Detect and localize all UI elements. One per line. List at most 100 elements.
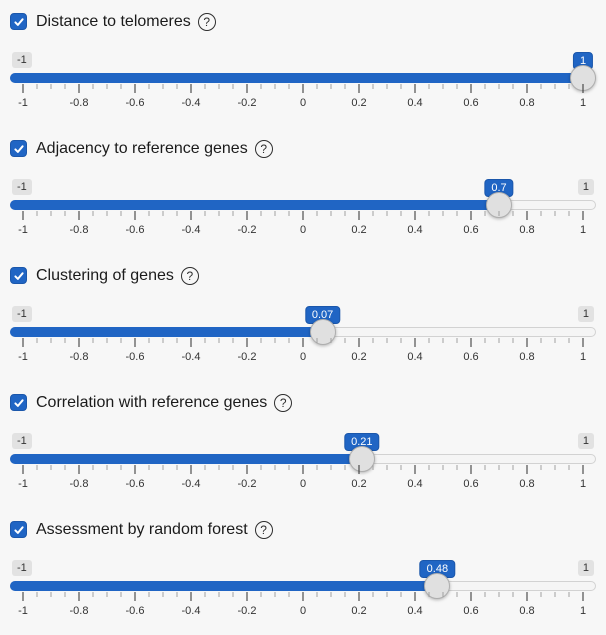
tick-label: -0.8 [69, 97, 89, 109]
slider-filled-bar[interactable] [10, 73, 583, 83]
tick-label: -0.2 [237, 351, 257, 363]
help-icon[interactable]: ? [197, 12, 216, 31]
slider-rail: 0.07 [23, 293, 583, 381]
help-icon[interactable]: ? [254, 520, 273, 539]
checkbox-checked[interactable] [10, 13, 27, 30]
major-tick [190, 592, 192, 601]
checkbox-checked[interactable] [10, 140, 27, 157]
minor-tick [64, 465, 66, 470]
slider-panel: Distance to telomeres ? -1 1 1 -1 -0.8 -0.… [0, 0, 606, 617]
help-icon[interactable]: ? [254, 139, 273, 158]
slider-filled-bar[interactable] [10, 200, 499, 210]
minor-tick [50, 84, 52, 89]
tick-label: -0.6 [125, 478, 145, 490]
tick-label: 0.4 [407, 478, 423, 490]
major-tick [134, 465, 136, 474]
slider-title: Distance to telomeres [36, 13, 191, 30]
major-tick [414, 465, 416, 474]
minor-tick [484, 84, 486, 89]
minor-tick [260, 211, 262, 216]
slider-group: Correlation with reference genes ? -1 1 … [0, 381, 606, 508]
checkbox-checked[interactable] [10, 267, 27, 284]
slider-group: Distance to telomeres ? -1 1 1 -1-0.8-0.… [0, 0, 606, 127]
major-tick [470, 465, 472, 474]
minor-tick [330, 211, 332, 216]
minor-tick [512, 84, 514, 89]
minor-tick [260, 338, 262, 343]
help-icon[interactable]: ? [180, 266, 199, 285]
slider-filled-bar[interactable] [10, 327, 323, 337]
minor-tick [400, 338, 402, 343]
checkmark-icon [13, 398, 24, 407]
tick-label: -0.4 [181, 97, 201, 109]
tick-label: -1 [18, 478, 28, 490]
minor-tick [50, 211, 52, 216]
tick-label: -0.4 [181, 224, 201, 236]
minor-tick [106, 592, 108, 597]
tick-label: 1 [579, 351, 587, 363]
tick-label: -0.6 [125, 605, 145, 617]
major-tick [22, 465, 24, 474]
slider-value-badge: 0.48 [419, 560, 456, 578]
help-icon[interactable]: ? [274, 393, 293, 412]
minor-tick [218, 84, 220, 89]
major-tick [134, 211, 136, 220]
minor-tick [428, 592, 430, 597]
minor-tick [316, 84, 318, 89]
slider-handle[interactable] [348, 446, 375, 472]
minor-tick [260, 465, 262, 470]
slider-max-badge: 1 [577, 433, 594, 449]
checkbox-checked[interactable] [10, 521, 27, 538]
minor-tick [372, 84, 374, 89]
checkbox-checked[interactable] [10, 394, 27, 411]
minor-tick [400, 84, 402, 89]
minor-tick [274, 84, 276, 89]
major-tick [414, 211, 416, 220]
slider-filled-bar[interactable] [10, 454, 362, 464]
minor-tick [176, 592, 178, 597]
slider-min-badge: -1 [12, 560, 32, 576]
minor-tick [554, 465, 556, 470]
major-tick [526, 465, 528, 474]
major-tick [470, 211, 472, 220]
tick-label: -1 [18, 351, 28, 363]
minor-tick [92, 465, 94, 470]
checkmark-icon [13, 271, 24, 280]
minor-tick [260, 592, 262, 597]
minor-tick [456, 211, 458, 216]
minor-tick [288, 84, 290, 89]
minor-tick [232, 465, 234, 470]
minor-tick [428, 338, 430, 343]
major-tick [358, 465, 360, 474]
slider-grid: -1 -0.8 -0.6 -0.4 -0.2 0 0.2 0.4 0.6 0.8 1 [18, 592, 586, 632]
major-tick [414, 338, 416, 347]
slider-min-badge: -1 [12, 433, 32, 449]
minor-tick [92, 84, 94, 89]
minor-tick [232, 84, 234, 89]
slider-filled-bar[interactable] [10, 581, 438, 591]
minor-tick [386, 84, 388, 89]
minor-tick [106, 465, 108, 470]
minor-tick [568, 465, 570, 470]
tick-label: 0.6 [463, 478, 479, 490]
major-tick [22, 338, 24, 347]
major-tick [246, 211, 248, 220]
tick-label: 0 [299, 97, 307, 109]
major-tick [78, 84, 80, 93]
minor-tick [232, 211, 234, 216]
tick-label: -0.2 [237, 224, 257, 236]
minor-tick [400, 465, 402, 470]
minor-tick [484, 338, 486, 343]
tick-label: 0.6 [463, 605, 479, 617]
minor-tick [540, 592, 542, 597]
range-slider: -1 1 0.21 -1 -0.8 -0.6 -0.4 -0.2 0 0.2 0.4 0.6 0.… [10, 420, 596, 508]
minor-tick [456, 338, 458, 343]
minor-tick [218, 465, 220, 470]
minor-tick [316, 211, 318, 216]
minor-tick [120, 592, 122, 597]
tick-label: -0.8 [69, 605, 89, 617]
tick-label: 0.2 [351, 351, 367, 363]
minor-tick [162, 211, 164, 216]
tick-label: -0.4 [181, 351, 201, 363]
minor-tick [456, 592, 458, 597]
